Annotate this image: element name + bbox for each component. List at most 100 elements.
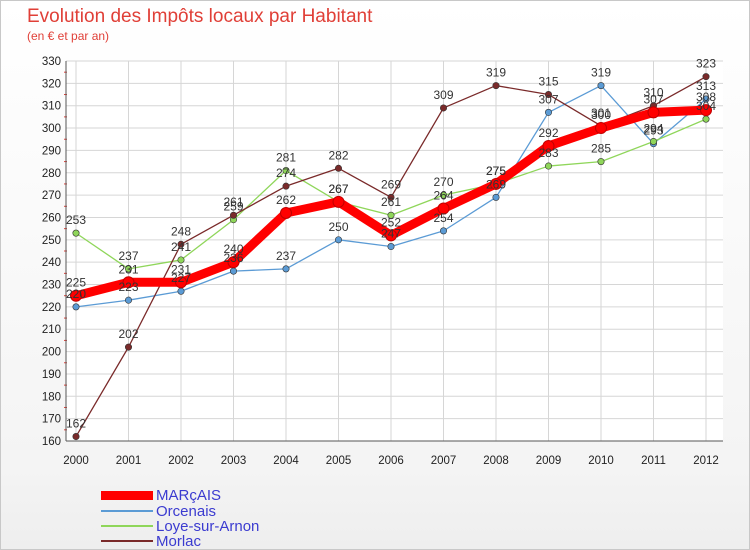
data-point xyxy=(492,193,500,201)
data-point xyxy=(700,104,712,117)
y-tick-label: 300 xyxy=(42,123,61,135)
data-label: 307 xyxy=(538,92,558,106)
data-label: 225 xyxy=(66,276,86,290)
chart-subtitle: (en € et par an) xyxy=(27,29,110,43)
y-tick-label: 170 xyxy=(42,414,61,426)
data-label: 275 xyxy=(486,164,506,178)
data-point xyxy=(439,191,447,199)
legend-swatch xyxy=(101,490,153,500)
data-point xyxy=(439,227,447,235)
data-point xyxy=(177,256,185,264)
series-layer xyxy=(70,73,712,441)
y-tick-label: 290 xyxy=(42,145,61,157)
data-point xyxy=(230,267,238,275)
data-label: 162 xyxy=(66,417,86,431)
data-label: 237 xyxy=(276,249,296,263)
data-label: 269 xyxy=(486,177,506,191)
data-point xyxy=(177,287,185,295)
data-point xyxy=(282,182,290,190)
data-label: 275 xyxy=(486,164,506,178)
y-tick-label: 240 xyxy=(42,257,61,269)
data-label: 300 xyxy=(591,108,611,122)
data-label: 285 xyxy=(591,142,611,156)
data-point xyxy=(544,108,552,116)
data-label: 264 xyxy=(433,189,453,203)
data-label: 304 xyxy=(696,99,716,113)
x-tick-label: 2006 xyxy=(378,455,404,467)
data-label: 231 xyxy=(171,262,191,276)
data-point xyxy=(490,177,502,190)
legend-item: Loye-sur-Arnon xyxy=(101,518,259,535)
data-point xyxy=(597,158,605,166)
x-tick-label: 2011 xyxy=(641,455,666,467)
data-label: 301 xyxy=(591,106,611,120)
y-tick-label: 260 xyxy=(42,212,61,224)
data-label: 261 xyxy=(223,195,243,209)
legend-swatch xyxy=(101,540,153,542)
data-label: 240 xyxy=(223,242,243,256)
data-label: 308 xyxy=(696,90,716,104)
data-label: 253 xyxy=(66,213,86,227)
data-label: 293 xyxy=(643,124,663,138)
data-label: 252 xyxy=(381,215,401,229)
data-label: 254 xyxy=(433,211,453,225)
data-point xyxy=(177,240,185,248)
x-tick-label: 2004 xyxy=(273,455,299,467)
data-point xyxy=(175,276,187,289)
y-tick-label: 190 xyxy=(42,369,61,381)
data-label: 319 xyxy=(591,66,611,80)
axes: 160 170 180 190 200 210 220 230 240 250 260 270 280 2… xyxy=(42,56,723,467)
x-tick-label: 2010 xyxy=(588,455,614,467)
y-tick-label: 210 xyxy=(42,324,61,336)
data-point xyxy=(597,82,605,90)
x-tick-label: 2005 xyxy=(326,455,352,467)
data-label: 237 xyxy=(118,249,138,263)
data-label: 283 xyxy=(538,146,558,160)
data-label: 259 xyxy=(223,200,243,214)
data-point xyxy=(125,343,133,351)
x-tick-label: 2000 xyxy=(63,455,89,467)
y-tick-label: 200 xyxy=(42,347,61,359)
y-tick-label: 310 xyxy=(42,101,61,113)
y-tick-label: 180 xyxy=(42,391,61,403)
data-label: 323 xyxy=(696,57,716,71)
data-point xyxy=(647,106,660,119)
data-point xyxy=(125,296,133,304)
data-label: 231 xyxy=(118,262,138,276)
data-labels: 225 231 231 240 262 267 252 264 275 292 300 307 308 2… xyxy=(66,57,716,431)
data-point xyxy=(492,82,500,90)
x-tick-label: 2003 xyxy=(221,455,247,467)
legend-label: Morlac xyxy=(156,532,202,550)
data-label: 270 xyxy=(433,175,453,189)
data-label: 292 xyxy=(538,126,558,140)
x-tick-label: 2012 xyxy=(693,455,719,467)
y-tick-label: 250 xyxy=(42,235,61,247)
data-point xyxy=(439,104,447,112)
y-tick-label: 270 xyxy=(42,190,61,202)
data-point xyxy=(332,195,345,208)
data-point xyxy=(334,236,342,244)
data-point xyxy=(72,229,80,237)
y-tick-label: 320 xyxy=(42,78,61,90)
data-point xyxy=(72,303,80,311)
data-label: 294 xyxy=(643,121,663,135)
data-point xyxy=(122,276,135,289)
data-label: 241 xyxy=(171,240,191,254)
data-label: 220 xyxy=(66,287,86,301)
data-label: 282 xyxy=(328,148,348,162)
data-label: 248 xyxy=(171,224,191,238)
data-point xyxy=(280,207,292,219)
data-label: 267 xyxy=(328,182,348,196)
data-label: 310 xyxy=(643,86,663,100)
data-point xyxy=(649,137,657,145)
data-label: 247 xyxy=(381,227,401,241)
x-tick-label: 2002 xyxy=(168,455,194,467)
data-point xyxy=(230,211,238,219)
data-label: 281 xyxy=(276,151,296,165)
y-tick-label: 220 xyxy=(42,302,61,314)
y-tick-label: 160 xyxy=(42,436,61,448)
legend-item: Orcenais xyxy=(101,503,216,520)
y-tick-label: 330 xyxy=(42,56,61,68)
